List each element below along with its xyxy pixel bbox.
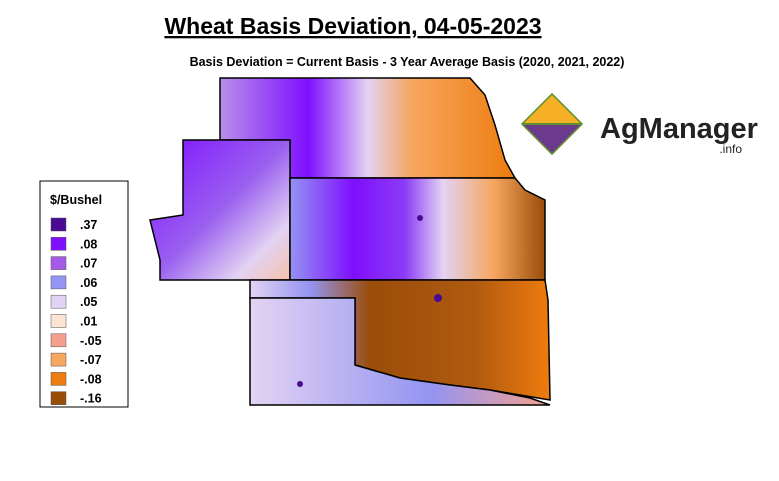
subtitle: Basis Deviation = Current Basis - 3 Year… xyxy=(190,55,625,69)
title: Wheat Basis Deviation, 04-05-2023 xyxy=(164,13,541,39)
legend-swatch xyxy=(50,314,67,328)
legend-label: -.07 xyxy=(80,353,102,367)
colorado xyxy=(149,139,291,281)
legend-swatch xyxy=(50,372,67,386)
legend-label: .06 xyxy=(80,276,97,290)
logo: AgManager .info xyxy=(520,92,758,156)
legend-swatch xyxy=(50,217,67,232)
legend-title: $/Bushel xyxy=(50,193,102,207)
logo-icon-bottom xyxy=(524,125,580,153)
legend-label: -.16 xyxy=(80,392,102,406)
logo-icon-sun xyxy=(524,95,580,123)
legend-swatch xyxy=(50,391,67,405)
legend-swatch xyxy=(50,275,67,290)
logo-icon xyxy=(520,92,584,156)
legend-label: .08 xyxy=(80,237,97,251)
legend-swatch xyxy=(50,237,67,251)
texas-panhandle xyxy=(249,297,551,406)
point-marker xyxy=(417,215,423,221)
legend-label: .07 xyxy=(80,257,97,271)
legend-swatch xyxy=(50,352,67,367)
legend-label: -.05 xyxy=(80,334,102,348)
logo-suffix: .info xyxy=(719,142,742,156)
legend-label: .05 xyxy=(80,295,97,309)
legend-label: -.08 xyxy=(80,372,102,386)
map xyxy=(149,77,551,406)
point-marker xyxy=(297,381,303,387)
legend-swatch xyxy=(50,333,67,348)
point-marker xyxy=(434,294,442,302)
legend: $/Bushel .37 .08 .07 .06 .05 .01 -.05 -.07 -.08 -… xyxy=(39,180,129,408)
legend-label: .01 xyxy=(80,315,97,329)
logo-name: AgManager xyxy=(600,113,758,145)
legend-label: .37 xyxy=(80,218,97,232)
kansas xyxy=(289,177,546,281)
legend-box xyxy=(39,180,129,408)
legend-swatch xyxy=(50,256,67,270)
legend-swatch xyxy=(50,294,67,309)
